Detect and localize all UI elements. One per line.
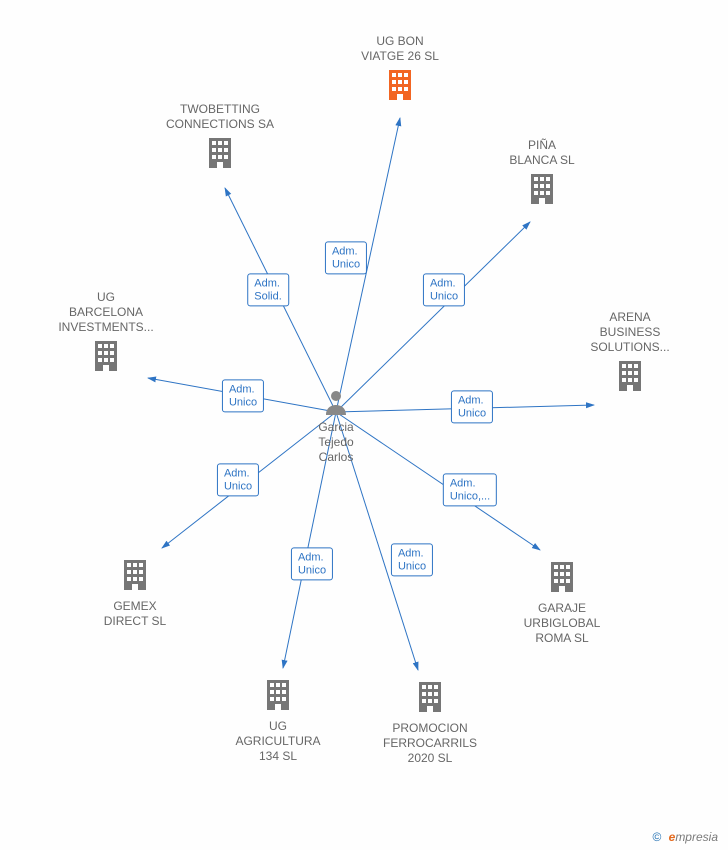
- company-label: GARAJE URBIGLOBAL ROMA SL: [492, 601, 632, 646]
- edge-label: Adm. Unico: [217, 463, 259, 496]
- company-node: PIÑA BLANCA SL: [472, 138, 612, 207]
- center-label: Garcia Tejedo Carlos: [276, 420, 396, 465]
- building-icon: [528, 172, 556, 204]
- company-node: UG AGRICULTURA 134 SL: [208, 678, 348, 764]
- edge-label: Adm. Unico: [451, 390, 493, 423]
- building-icon: [616, 359, 644, 391]
- building-icon: [548, 560, 576, 592]
- edge-label: Adm. Unico: [423, 273, 465, 306]
- building-icon: [264, 678, 292, 710]
- company-label: PIÑA BLANCA SL: [472, 138, 612, 168]
- edge-label: Adm. Solid.: [247, 273, 289, 306]
- building-icon: [121, 558, 149, 590]
- edge-label: Adm. Unico: [325, 241, 367, 274]
- building-icon: [416, 680, 444, 712]
- company-label: UG BARCELONA INVESTMENTS...: [36, 290, 176, 335]
- company-node: UG BARCELONA INVESTMENTS...: [36, 290, 176, 374]
- company-node: GEMEX DIRECT SL: [65, 558, 205, 629]
- edge-label: Adm. Unico: [222, 379, 264, 412]
- company-node: PROMOCION FERROCARRILS 2020 SL: [360, 680, 500, 766]
- company-label: PROMOCION FERROCARRILS 2020 SL: [360, 721, 500, 766]
- person-icon: [276, 388, 396, 416]
- footer-brand: © empresia: [652, 830, 718, 844]
- building-icon: [206, 136, 234, 168]
- building-icon: [386, 68, 414, 100]
- edge-label: Adm. Unico: [391, 543, 433, 576]
- copyright-symbol: ©: [652, 830, 661, 844]
- company-label: UG BON VIATGE 26 SL: [330, 34, 470, 64]
- company-label: ARENA BUSINESS SOLUTIONS...: [560, 310, 700, 355]
- edge-label: Adm. Unico,...: [443, 473, 497, 506]
- company-node: TWOBETTING CONNECTIONS SA: [150, 102, 290, 171]
- network-diagram: Garcia Tejedo Carlos © empresia Adm. Uni…: [0, 0, 728, 850]
- company-label: GEMEX DIRECT SL: [65, 599, 205, 629]
- company-label: TWOBETTING CONNECTIONS SA: [150, 102, 290, 132]
- building-icon: [92, 339, 120, 371]
- company-label: UG AGRICULTURA 134 SL: [208, 719, 348, 764]
- center-person-node: Garcia Tejedo Carlos: [276, 388, 396, 465]
- company-node: GARAJE URBIGLOBAL ROMA SL: [492, 560, 632, 646]
- brand-rest: mpresia: [675, 830, 718, 844]
- company-node: ARENA BUSINESS SOLUTIONS...: [560, 310, 700, 394]
- company-node: UG BON VIATGE 26 SL: [330, 34, 470, 103]
- edge-label: Adm. Unico: [291, 547, 333, 580]
